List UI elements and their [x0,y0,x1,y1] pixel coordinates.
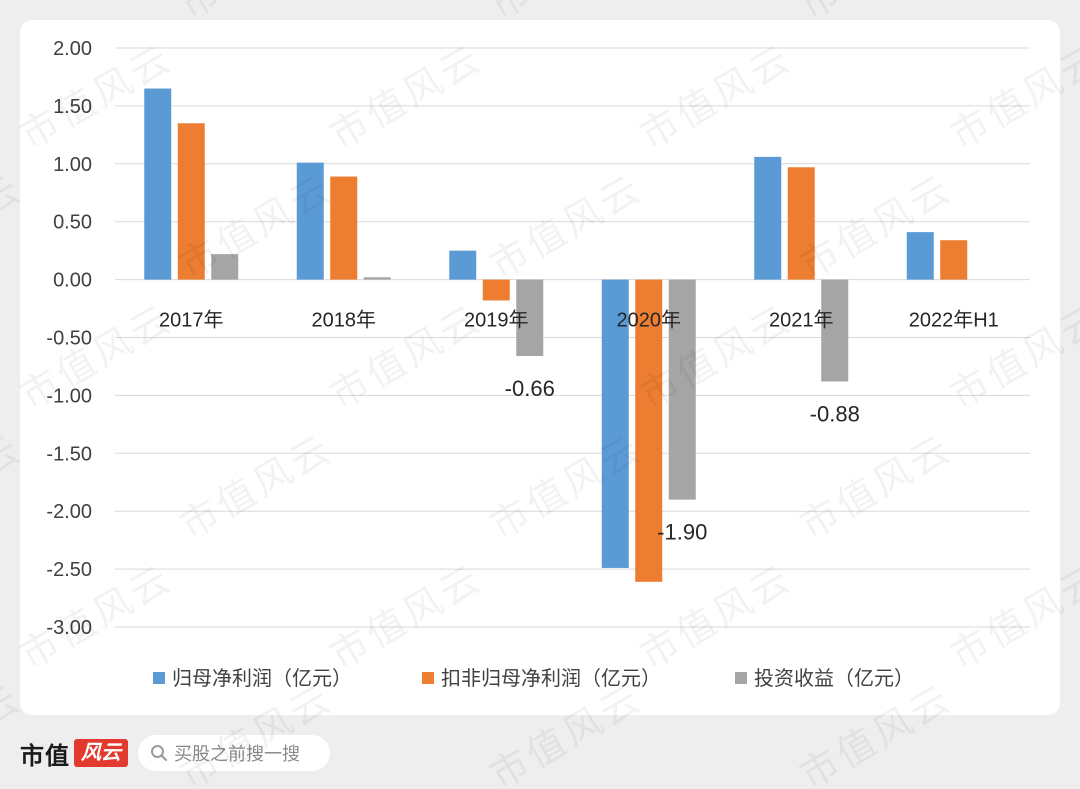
bar [363,277,391,280]
y-tick-label: -2.00 [46,501,92,523]
x-tick-label: 2022年H1 [909,309,999,332]
x-tick-label: 2021年 [769,309,834,332]
bar [635,279,663,582]
data-label: -0.66 [505,376,555,401]
y-tick-label: -1.50 [46,443,92,465]
y-tick-label: 1.00 [53,154,92,176]
legend-label: 归母净利润（亿元） [172,667,352,690]
y-tick-label: -1.00 [46,385,92,407]
y-tick-label: -0.50 [46,328,92,350]
legend-label: 投资收益（亿元） [754,667,914,690]
brand-logo: 风云 [74,739,128,767]
bar [330,176,358,280]
x-tick-label: 2019年 [464,309,529,332]
bar [787,167,815,280]
y-tick-label: 0.50 [53,212,92,234]
y-tick-label: 1.50 [53,96,92,118]
y-tick-label: -2.50 [46,559,92,581]
x-tick-label: 2017年 [159,309,224,332]
bar [906,232,934,280]
bar-chart: 2.00 1.50 1.00 0.50 0.00 -0.50 -1.00 -1.50 -2.00… [46,38,1030,690]
x-tick-label: 2020年 [617,309,682,332]
search-icon [151,745,167,761]
search-placeholder: 买股之前搜一搜 [174,744,300,764]
bar [601,279,629,568]
footer: 市值 风云 买股之前搜一搜 [20,734,330,772]
y-tick-label: -3.00 [46,617,92,639]
x-tick-label: 2018年 [312,309,377,332]
chart-card: 2.00 1.50 1.00 0.50 0.00 -0.50 -1.00 -1.50 -2.00… [20,20,1060,715]
y-tick-label: 0.00 [53,270,92,292]
bar [754,156,782,280]
legend-swatch [422,672,434,684]
data-label: -0.88 [810,402,860,427]
y-tick-label: 2.00 [53,38,92,60]
data-label: -1.90 [657,520,707,545]
bar [821,279,849,382]
bar [296,162,324,280]
legend-swatch [735,672,747,684]
bar [211,254,239,280]
search-box[interactable]: 买股之前搜一搜 [138,735,330,771]
bar [668,279,696,500]
legend-swatch [153,672,165,684]
legend-label: 扣非归母净利润（亿元） [441,667,661,690]
bar [449,250,477,280]
bar [516,279,544,357]
bar [940,240,968,280]
bar [144,88,172,280]
bar [482,279,510,301]
brand-name: 市值 [20,740,70,770]
bar [177,123,205,280]
